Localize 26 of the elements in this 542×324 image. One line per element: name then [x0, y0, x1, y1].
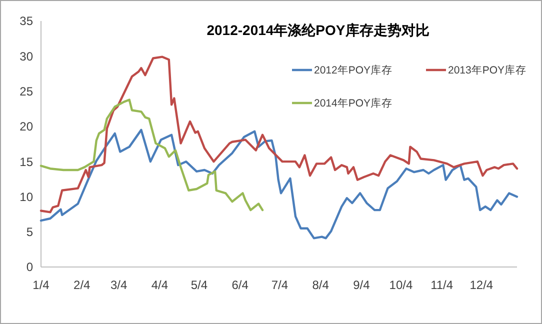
x-tick-label: 4/4 [151, 278, 168, 292]
x-tick-label: 2/4 [74, 278, 91, 292]
y-tick-label: 30 [20, 49, 34, 64]
x-tick-label: 7/4 [271, 278, 288, 292]
chart-title: 2012-2014年涤纶POY库存走势对比 [206, 22, 430, 38]
y-tick-label: 25 [20, 84, 34, 98]
legend-label: 2013年POY库存 [448, 64, 527, 77]
x-tick-label: 9/4 [353, 278, 370, 292]
x-tick-label: 11/4 [430, 278, 454, 292]
y-tick-label: 10 [20, 190, 34, 204]
x-tick-label: 12/4 [470, 278, 494, 292]
x-tick-label: 10/4 [389, 278, 413, 292]
y-tick-label: 0 [26, 260, 34, 274]
legend-label: 2014年POY库存 [314, 96, 393, 110]
y-tick-label: 20 [20, 120, 34, 134]
y-tick-label: 5 [26, 225, 34, 240]
y-tick-label: 15 [20, 154, 34, 169]
line-series [40, 128, 518, 240]
line-series [40, 98, 264, 212]
x-tick-label: 8/4 [312, 278, 330, 292]
x-tick-label: 6/4 [232, 278, 249, 292]
y-tick-label: 35 [20, 14, 34, 28]
legend-label: 2012年POY库存 [314, 64, 393, 77]
x-tick-label: 3/4 [110, 278, 128, 292]
x-tick-label: 1/4 [32, 278, 50, 292]
x-tick-label: 5/4 [190, 278, 208, 292]
